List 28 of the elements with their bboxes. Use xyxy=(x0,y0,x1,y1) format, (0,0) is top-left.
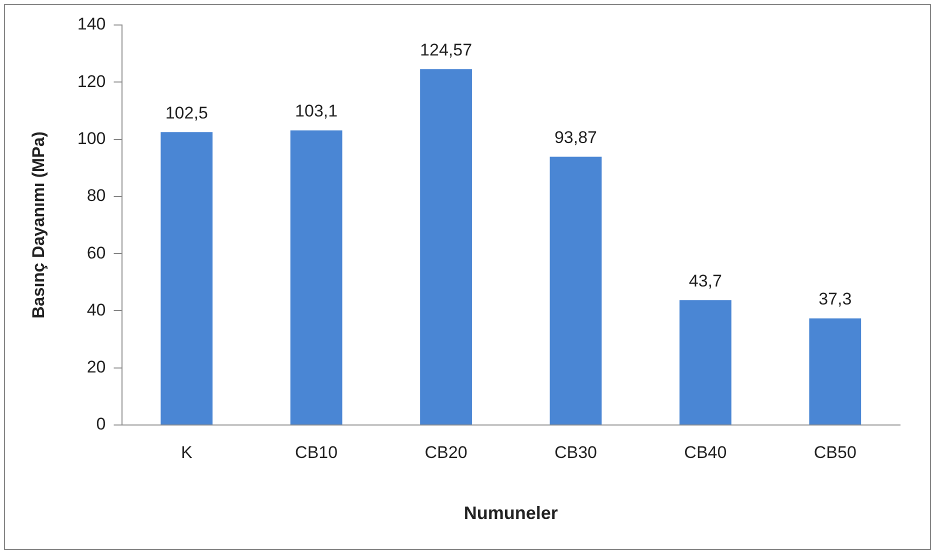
bar xyxy=(550,156,602,424)
data-label: 37,3 xyxy=(818,290,852,309)
x-tick-label: CB40 xyxy=(684,442,727,462)
bar xyxy=(680,300,732,424)
data-label: 102,5 xyxy=(165,103,208,122)
y-tick-label: 80 xyxy=(86,186,106,206)
bar xyxy=(290,130,342,424)
y-tick-label: 0 xyxy=(96,414,106,434)
y-tick-label: 40 xyxy=(86,300,106,320)
data-label: 103,1 xyxy=(295,102,338,121)
data-label: 43,7 xyxy=(688,271,722,290)
y-axis-title: Basınç Dayanımı (MPa) xyxy=(28,131,48,319)
x-tick-label: K xyxy=(180,442,193,462)
x-tick-label: CB50 xyxy=(814,442,856,462)
x-tick-label: CB20 xyxy=(424,442,468,462)
y-tick-label: 60 xyxy=(86,243,106,262)
y-tick-label: 100 xyxy=(77,128,106,148)
x-axis-title: Numuneler xyxy=(464,503,558,524)
x-tick-label: CB10 xyxy=(295,442,338,462)
data-label: 124,57 xyxy=(420,40,472,60)
x-tick-label: CB30 xyxy=(554,442,597,462)
bar xyxy=(160,132,213,424)
bar xyxy=(420,69,472,424)
y-tick-label: 140 xyxy=(77,14,106,34)
data-label: 93,87 xyxy=(554,128,598,147)
y-tick-label: 20 xyxy=(86,358,106,377)
bar xyxy=(809,318,862,424)
y-tick-label: 120 xyxy=(77,72,106,91)
